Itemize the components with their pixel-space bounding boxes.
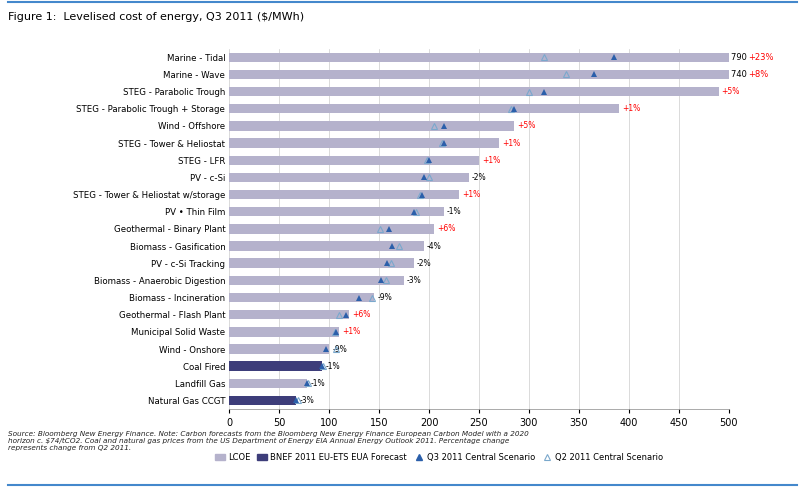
Bar xyxy=(229,396,296,405)
Text: -9%: -9% xyxy=(378,293,392,302)
Bar xyxy=(229,259,414,268)
Text: +5%: +5% xyxy=(517,121,535,131)
Text: -4%: -4% xyxy=(427,242,442,250)
Bar xyxy=(229,242,424,251)
Text: +8%: +8% xyxy=(749,70,769,79)
Bar xyxy=(229,190,459,199)
Text: +1%: +1% xyxy=(462,190,481,199)
Bar xyxy=(229,327,339,337)
Text: -1%: -1% xyxy=(447,207,461,216)
Text: -1%: -1% xyxy=(310,379,325,388)
Bar xyxy=(229,361,322,371)
Bar xyxy=(229,121,514,131)
Bar xyxy=(229,138,499,148)
Text: +23%: +23% xyxy=(749,53,774,62)
Bar xyxy=(229,344,329,354)
Bar xyxy=(229,224,434,234)
Bar xyxy=(229,207,444,216)
Text: +6%: +6% xyxy=(353,310,370,319)
Text: +5%: +5% xyxy=(721,87,740,96)
Bar xyxy=(229,173,469,182)
Text: -9%: -9% xyxy=(332,344,347,354)
Bar xyxy=(229,310,349,319)
Bar xyxy=(229,276,404,285)
Text: +1%: +1% xyxy=(621,104,640,113)
Text: -2%: -2% xyxy=(417,259,431,268)
Bar xyxy=(229,87,719,96)
Bar xyxy=(229,378,308,388)
Text: +1%: +1% xyxy=(342,327,361,337)
Text: -1%: -1% xyxy=(325,362,340,371)
Bar xyxy=(229,155,479,165)
Text: +1%: +1% xyxy=(502,139,520,148)
Text: -3%: -3% xyxy=(407,276,422,285)
Text: -3%: -3% xyxy=(299,396,314,405)
Text: 740: 740 xyxy=(731,70,749,79)
Legend: LCOE, BNEF 2011 EU-ETS EUA Forecast, Q3 2011 Central Scenario, Q2 2011 Central S: LCOE, BNEF 2011 EU-ETS EUA Forecast, Q3 … xyxy=(212,450,667,465)
Bar xyxy=(229,361,322,371)
Text: +1%: +1% xyxy=(482,156,500,165)
Text: Figure 1:  Levelised cost of energy, Q3 2011 ($/MWh): Figure 1: Levelised cost of energy, Q3 2… xyxy=(8,12,304,22)
Bar xyxy=(229,70,729,79)
Text: Source: Bloomberg New Energy Finance. Note: Carbon forecasts from the Bloomberg : Source: Bloomberg New Energy Finance. No… xyxy=(8,431,529,451)
Text: +6%: +6% xyxy=(437,225,456,233)
Bar xyxy=(229,104,619,113)
Bar xyxy=(229,396,296,405)
Bar xyxy=(229,293,374,302)
Text: -2%: -2% xyxy=(472,173,486,182)
Text: 790: 790 xyxy=(731,53,749,62)
Bar xyxy=(229,53,729,62)
